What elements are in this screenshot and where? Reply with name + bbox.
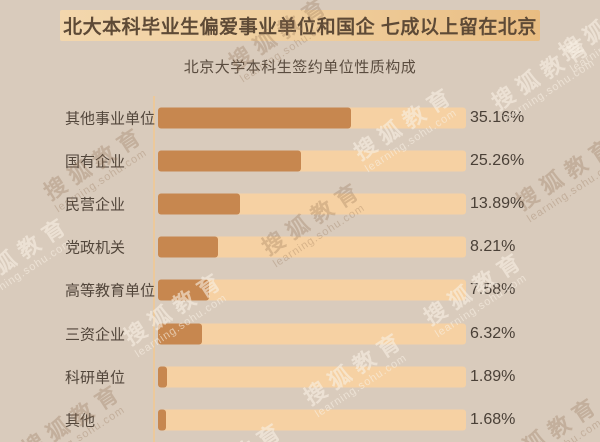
bar-track [158,409,466,431]
bar-track [158,193,466,215]
value-label: 6.32% [470,324,516,342]
category-label: 民营企业 [65,196,126,214]
bar-track [158,323,466,345]
title-bar: 北大本科毕业生偏爱事业单位和国企 七成以上留在北京 [0,10,600,41]
bar-fill [158,107,351,129]
bar-row: 三资企业 6.32% [0,312,600,355]
value-label: 25.26% [470,151,525,169]
bar-row: 科研单位 1.89% [0,355,600,398]
bar-rows: 其他事业单位 35.16% 国有企业 25.26% 民营企业 13.89% 党政机关 8.21… [0,96,600,442]
bar-fill [158,193,240,215]
category-label: 高等教育单位 [65,282,156,300]
bar-track [158,236,466,258]
category-label: 三资企业 [65,326,126,344]
bar-chart: 其他事业单位 35.16% 国有企业 25.26% 民营企业 13.89% 党政机关 8.21… [0,96,600,442]
value-label: 8.21% [470,238,516,256]
y-axis-line [153,96,155,442]
page-title: 北大本科毕业生偏爱事业单位和国企 七成以上留在北京 [60,10,540,41]
category-label: 国有企业 [65,153,126,171]
bar-row: 国有企业 25.26% [0,139,600,182]
bar-fill [158,366,167,388]
chart-subtitle: 北京大学本科生签约单位性质构成 [183,59,417,76]
bar-fill [158,323,202,345]
bar-track [158,107,466,129]
bar-row: 其他 1.68% [0,398,600,441]
bar-row: 民营企业 13.89% [0,182,600,225]
category-label: 其他 [65,412,96,430]
bar-fill [158,279,209,301]
category-label: 其他事业单位 [65,110,156,128]
category-label: 党政机关 [65,239,126,257]
bar-track [158,150,466,172]
category-label: 科研单位 [65,369,126,387]
bar-fill [158,409,166,431]
bar-track [158,279,466,301]
value-label: 35.16% [470,108,525,126]
bar-row: 其他事业单位 35.16% [0,96,600,139]
value-label: 7.58% [470,281,516,299]
value-label: 13.89% [470,194,525,212]
bar-row: 党政机关 8.21% [0,226,600,269]
bar-fill [158,150,302,172]
value-label: 1.89% [470,367,516,385]
bar-fill [158,236,218,258]
bar-track [158,366,466,388]
value-label: 1.68% [470,410,516,428]
bar-row: 高等教育单位 7.58% [0,269,600,312]
